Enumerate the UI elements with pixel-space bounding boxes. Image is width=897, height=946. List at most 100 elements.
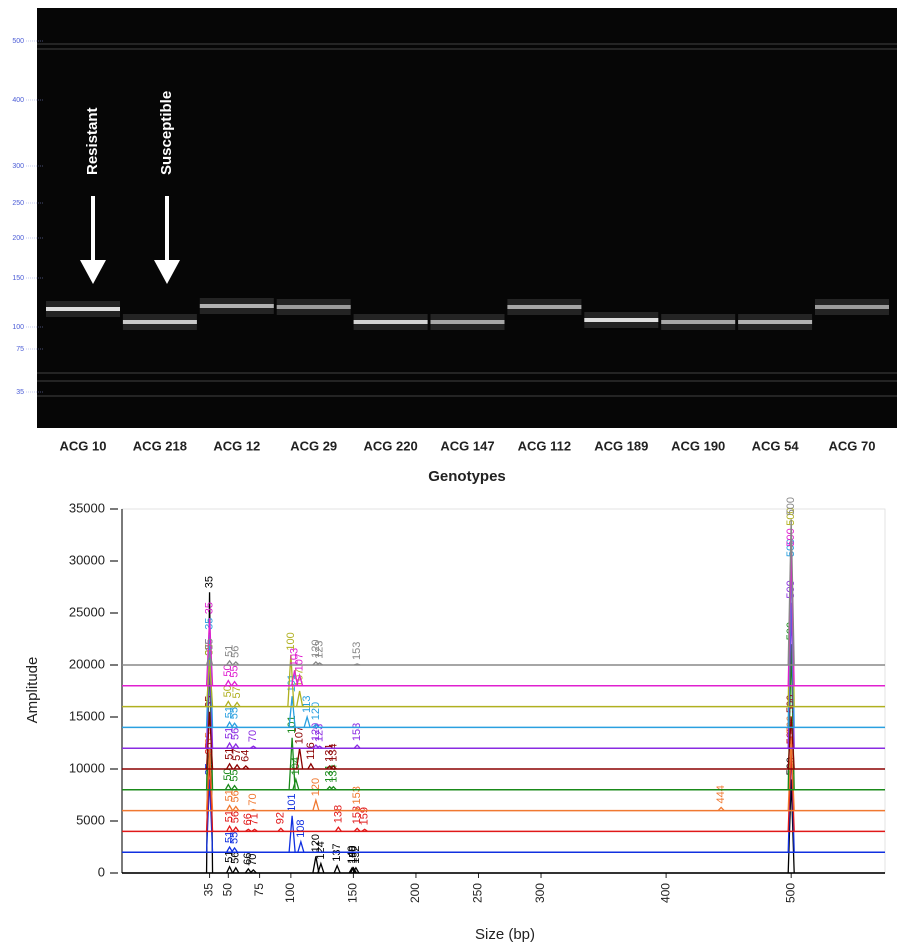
peak-label: 35 [203,602,215,614]
peak [226,762,234,770]
peak-label: 138 [332,805,344,823]
peak-label: 35 [203,732,215,744]
peak-label: 64 [240,750,252,762]
y-tick-label: 0 [98,864,105,879]
peak [290,670,299,686]
peak-label: 35 [203,638,215,650]
arrow-head [80,260,106,284]
peak [333,864,341,874]
gel-band [661,320,736,324]
peak [307,762,315,770]
peak-label: 56 [230,852,242,864]
ladder-label: 200 [12,235,24,242]
arrow-label: Resistant [84,107,101,175]
peak [353,807,361,812]
gel-band [815,305,889,309]
peak-label: 104 [290,757,302,775]
peak-label: 500 [785,497,797,515]
lane-label: ACG 189 [594,438,648,453]
lane-label: ACG 29 [290,438,337,453]
peak [277,827,285,832]
peak [288,737,296,790]
peak-label: 70 [247,854,259,866]
peak [334,826,342,832]
x-tick-label: 400 [658,883,672,903]
x-tick-label: 100 [283,883,297,903]
peak [361,828,369,832]
peak [224,679,232,687]
peak-label: 150 [347,845,359,863]
peak [352,866,360,874]
peak-label: 55 [228,707,240,719]
peak [226,824,234,832]
gel-image [37,8,897,428]
peak-label: 35 [203,576,215,588]
peak-label: 100 [285,632,297,650]
peak-label: 51 [223,851,235,863]
peak-label: 153 [351,642,363,660]
y-tick-label: 5000 [76,812,105,827]
y-tick-label: 20000 [69,656,105,671]
peak-label: 56 [230,728,242,740]
peak [787,737,795,811]
peak-label: 113 [301,695,313,713]
peak [226,659,234,666]
gel-band [122,320,197,324]
peak-label: 51 [223,831,235,843]
peak [787,519,795,666]
peak-label: 55 [228,665,240,677]
ladder-label: 150 [12,275,24,282]
x-tick-label: 250 [471,883,485,903]
x-tick-label: 50 [220,883,234,897]
y-axis-label: Amplitude [24,657,41,724]
peak [312,723,320,728]
peak [231,846,239,853]
peak [329,785,337,791]
gel-faint-band [37,43,897,45]
peak-label: 56 [230,790,242,802]
peak [226,720,234,728]
peak-label: 51 [223,748,235,760]
peak [353,663,361,666]
lane-label: ACG 10 [60,438,107,453]
peak [233,763,241,770]
peak [317,861,325,874]
peak-label: 120 [310,640,322,658]
y-tick-label: 25000 [69,604,105,619]
peak [224,783,232,791]
peak [205,779,214,853]
peak-label: 51 [223,706,235,718]
peak-label: 35 [203,644,215,656]
x-tick-label: 300 [533,883,547,903]
peak-label: 101 [286,793,298,811]
peak-label: 57 [231,686,243,698]
peak [295,673,304,686]
lane-label: ACG 54 [752,438,800,453]
peak [226,741,234,749]
lane-label: ACG 220 [363,438,417,453]
ladder-label: 75 [16,346,24,353]
ladder-label: 35 [16,389,24,396]
peak [250,808,257,812]
gel-band [430,320,505,324]
gel-band [584,318,659,322]
peak [231,784,239,791]
lane-label: ACG 70 [829,438,876,453]
gel-band [353,320,428,324]
peak-label: 123 [314,641,326,659]
peak [224,700,232,707]
ladder-label: 300 [12,163,24,170]
peak-label: 500 [785,507,797,525]
peak-label: 56 [230,811,242,823]
peak [242,764,250,770]
gel-band [276,305,351,309]
peak [233,701,241,707]
ladder-label: 500 [12,38,24,45]
peak-label: 124 [315,841,327,859]
peak-label: 50 [222,768,234,780]
peak [225,865,234,874]
lane-label: ACG 218 [133,438,187,453]
peak [353,827,361,832]
ladder-label: 400 [12,97,24,104]
y-tick-label: 35000 [69,500,105,515]
